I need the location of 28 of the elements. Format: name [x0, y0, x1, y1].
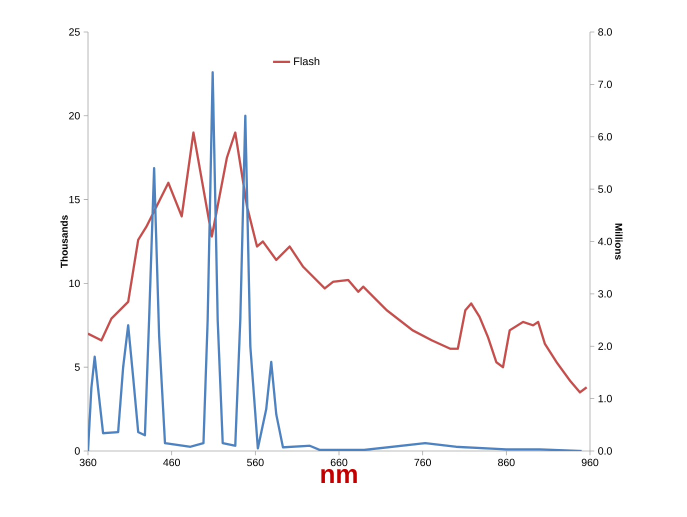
y-tick-label: 10	[69, 280, 80, 288]
y-tick-label: 0	[74, 447, 80, 455]
legend-label: Flash	[294, 57, 320, 66]
x-tick-label: 560	[247, 458, 264, 466]
y-axis-title: Thousands	[60, 215, 68, 268]
y2-tick-label: 0.0	[598, 447, 612, 455]
y-tick-label: 25	[69, 28, 80, 36]
x-axis-title: nm	[321, 469, 357, 483]
x-tick-label: 660	[330, 458, 348, 466]
y-tick-label: 5	[74, 364, 80, 371]
y2-tick-label: 5.0	[598, 185, 612, 193]
x-tick-label: 860	[498, 458, 515, 466]
x-tick-label: 460	[163, 458, 180, 466]
x-tick-label: 360	[80, 458, 96, 466]
x-tick-label: 760	[414, 458, 431, 466]
x-tick-label: 960	[582, 458, 598, 466]
y2-tick-label: 1.0	[598, 394, 612, 402]
y2-tick-label: 4.0	[598, 238, 612, 246]
y2-tick-label: 3.0	[598, 290, 612, 298]
y-tick-label: 15	[69, 196, 80, 204]
y2-tick-label: 8.0	[598, 28, 612, 36]
y2-tick-label: 7.0	[598, 80, 612, 88]
line-series	[88, 131, 588, 394]
y-tick-label: 20	[69, 112, 80, 120]
y2-axis-title: Millions	[615, 224, 622, 260]
y2-tick-label: 2.0	[598, 342, 612, 350]
y2-tick-label: 6.0	[598, 133, 612, 140]
line-series	[88, 71, 583, 451]
